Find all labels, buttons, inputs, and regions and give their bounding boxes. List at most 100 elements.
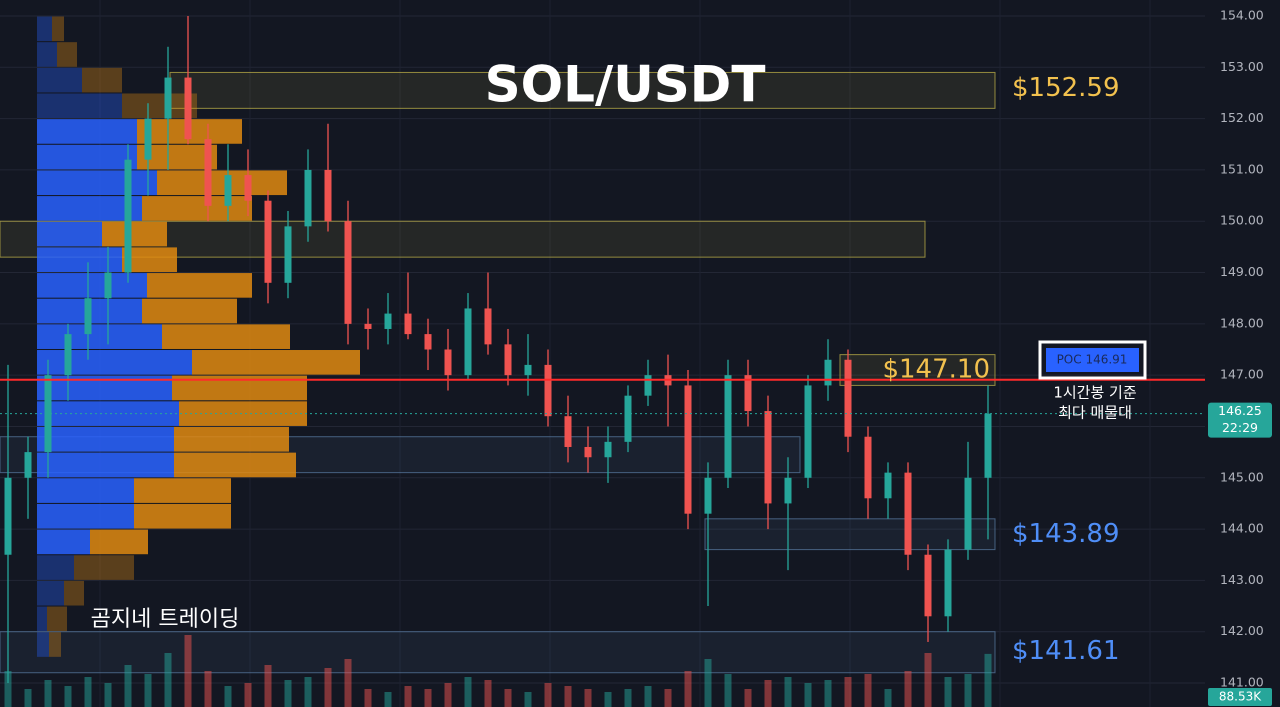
poc-box-fill	[1046, 348, 1139, 372]
y-tick-label: 150.00	[1220, 213, 1264, 228]
level-label: $141.61	[1012, 636, 1120, 666]
profile-buy	[37, 144, 137, 170]
profile-sell	[102, 221, 167, 247]
profile-sell	[174, 426, 289, 452]
profile-buy	[37, 580, 64, 606]
volume-bar	[284, 680, 292, 707]
candle-body	[44, 375, 52, 453]
candle-body	[904, 472, 912, 555]
profile-buy	[37, 16, 52, 42]
candle-body	[324, 169, 332, 222]
annotation: 최다 매물대	[1058, 404, 1132, 422]
y-tick-label: 147.00	[1220, 367, 1264, 382]
candle-body	[564, 416, 572, 447]
zone	[0, 631, 996, 674]
zone	[169, 71, 996, 109]
volume-bar	[24, 689, 32, 707]
volume-bar	[404, 686, 412, 707]
candle-body	[684, 385, 692, 514]
volume-label: 88.53K	[1219, 690, 1262, 704]
candle-body	[404, 313, 412, 335]
y-tick-label: 143.00	[1220, 572, 1264, 587]
y-tick-label: 142.00	[1220, 623, 1264, 638]
volume-bar	[624, 689, 632, 707]
candle-body	[824, 359, 832, 386]
candle-body	[724, 375, 732, 478]
candle-body	[444, 349, 452, 376]
volume-bar	[504, 689, 512, 707]
profile-sell	[162, 324, 290, 349]
profile-sell	[134, 503, 231, 529]
candles	[4, 16, 992, 683]
volume-bar	[344, 659, 352, 707]
profile-buy	[37, 42, 57, 67]
profile-sell	[147, 273, 252, 298]
volume-bar	[564, 686, 572, 707]
level-label: $147.10	[882, 355, 990, 385]
volume-bar	[4, 671, 12, 707]
candle-body	[224, 175, 232, 206]
volume-bar	[224, 686, 232, 707]
profile-buy	[37, 119, 137, 144]
candle-body	[804, 385, 812, 478]
volume-bar	[244, 683, 252, 707]
candle-body	[384, 313, 392, 329]
profile-sell	[192, 350, 360, 375]
volume-bar	[64, 686, 72, 707]
candle-body	[484, 308, 492, 345]
candle-body	[964, 477, 972, 550]
candle-body	[4, 477, 12, 555]
volume-bar	[644, 686, 652, 707]
volume-bar	[144, 674, 152, 707]
candle-body	[84, 298, 92, 335]
volume	[4, 635, 992, 707]
volume-profile	[37, 16, 360, 657]
profile-sell	[64, 580, 84, 606]
volume-bar	[724, 674, 732, 707]
volume-bar	[524, 692, 532, 707]
candle-body	[344, 221, 352, 324]
last-price-tag	[1208, 402, 1272, 438]
profile-sell	[142, 298, 237, 324]
volume-bar	[384, 692, 392, 707]
volume-bar	[904, 671, 912, 707]
level-label: $143.89	[1012, 519, 1120, 549]
volume-bar	[464, 677, 472, 707]
profile-sell	[157, 170, 287, 196]
volume-bar	[764, 680, 772, 707]
volume-bar	[964, 674, 972, 707]
profile-buy	[37, 93, 122, 119]
candle-body	[604, 441, 612, 458]
overlays: POC 146.91 $152.59 $147.10 $143.89 $141.61	[0, 73, 1205, 666]
candle-body	[744, 375, 752, 412]
candle-body	[924, 554, 932, 617]
y-tick-label: 152.00	[1220, 110, 1264, 125]
candle-body	[544, 364, 552, 417]
profile-buy	[37, 401, 179, 426]
volume-bar	[924, 653, 932, 707]
profile-sell	[47, 606, 67, 632]
candle-body	[424, 334, 432, 350]
profile-buy	[37, 426, 174, 452]
y-tick-label: 154.00	[1220, 8, 1264, 23]
y-tick-label: 144.00	[1220, 521, 1264, 536]
candle-body	[124, 159, 132, 273]
chart-title: SOL/USDT	[485, 56, 766, 114]
volume-bar	[324, 668, 332, 707]
profile-sell	[179, 401, 307, 426]
profile-sell	[90, 529, 148, 555]
volume-bar	[184, 635, 192, 707]
volume-bar	[824, 680, 832, 707]
candle-body	[864, 436, 872, 499]
profile-sell	[74, 555, 134, 580]
candle-body	[584, 446, 592, 458]
y-tick-label: 141.00	[1220, 675, 1264, 690]
profile-sell	[57, 42, 77, 67]
profile-sell	[134, 478, 231, 503]
candle-body	[944, 549, 952, 617]
annotation: 1시간봉 기준	[1053, 384, 1137, 402]
price-axis	[1205, 0, 1280, 707]
candle-body	[884, 472, 892, 499]
candle-body	[104, 272, 112, 299]
